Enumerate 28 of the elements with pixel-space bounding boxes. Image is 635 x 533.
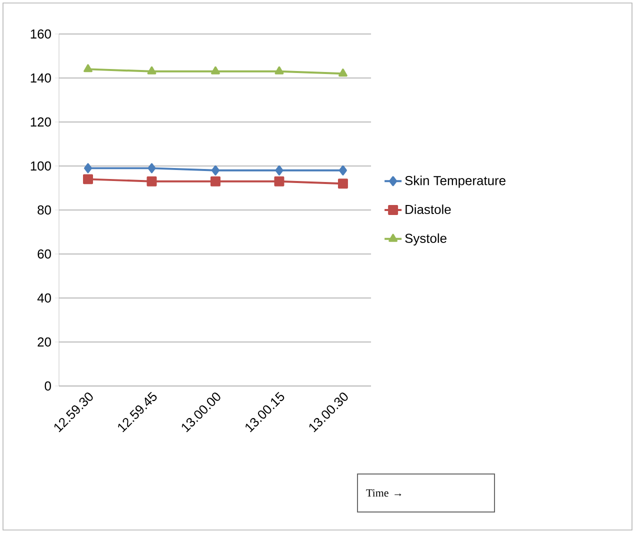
y-tick-label: 20 xyxy=(38,337,51,347)
point xyxy=(147,66,156,74)
point xyxy=(338,68,348,77)
point xyxy=(148,163,156,174)
point xyxy=(338,165,347,176)
y-tick-label: 160 xyxy=(30,29,51,39)
text: Time → xyxy=(366,489,402,497)
point xyxy=(84,163,92,174)
point xyxy=(274,176,284,186)
legend-label: Skin Temperature xyxy=(405,176,506,188)
y-tick-label: 120 xyxy=(30,117,51,127)
point xyxy=(338,178,348,189)
point xyxy=(211,165,220,176)
point xyxy=(210,176,220,186)
point xyxy=(146,176,157,186)
point xyxy=(83,174,94,184)
point xyxy=(275,165,284,176)
y-tick-label: 100 xyxy=(30,161,51,171)
y-tick-label: 80 xyxy=(38,205,51,215)
point xyxy=(211,66,220,74)
y-tick-label: 60 xyxy=(38,249,51,259)
legend-label: Systole xyxy=(405,233,446,246)
y-tick-label: 140 xyxy=(30,73,51,83)
legend-label: Diastole xyxy=(406,204,451,214)
point xyxy=(84,64,92,72)
point xyxy=(274,66,284,74)
y-tick-label: 0 xyxy=(44,381,51,391)
y-tick-label: 40 xyxy=(37,293,51,303)
